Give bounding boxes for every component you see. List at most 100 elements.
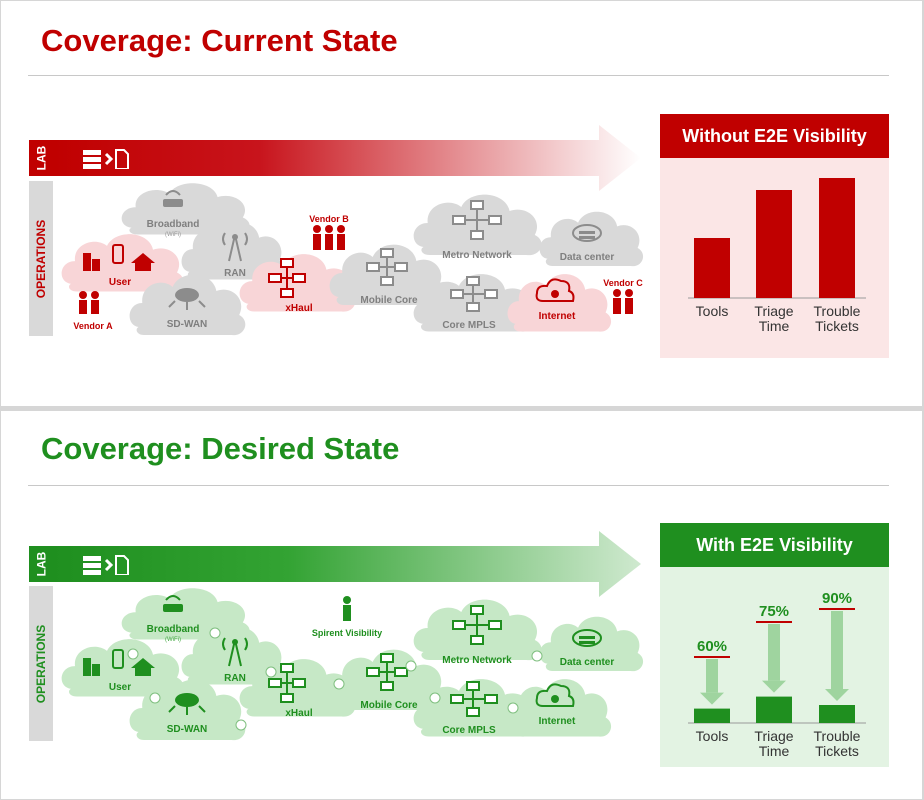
bar-label: Time (759, 743, 790, 759)
server-to-document-icon (83, 149, 129, 169)
svg-text:RAN: RAN (224, 268, 246, 279)
bar (756, 696, 792, 723)
svg-text:User: User (109, 682, 131, 693)
bar-label: Trouble (814, 303, 861, 319)
svg-text:Core MPLS: Core MPLS (442, 725, 496, 736)
cloud-server-icon (572, 629, 602, 647)
cloud-network-icon (168, 288, 206, 310)
operations-column (29, 181, 53, 336)
bar (819, 705, 855, 723)
operations-label: OPERATIONS (34, 624, 49, 703)
people-icon (79, 291, 99, 314)
svg-text:SD-WAN: SD-WAN (167, 319, 208, 330)
reduction-percent: 75% (759, 603, 789, 620)
svg-text:(WiFi): (WiFi) (165, 232, 181, 238)
cell-tower-icon (222, 637, 248, 667)
reduction-arrow (831, 611, 843, 689)
house-icon (131, 658, 155, 676)
people-icon (313, 225, 345, 250)
lab-label: LAB (34, 145, 49, 171)
desired-state-slide: Coverage: Desired State LAB OPERATIONS B… (1, 411, 922, 799)
bar (694, 238, 730, 298)
svg-text:(WiFi): (WiFi) (165, 637, 181, 643)
bar (694, 708, 730, 723)
svg-text:Metro Network: Metro Network (442, 655, 512, 666)
svg-text:User: User (109, 277, 131, 288)
internet-cloud (507, 274, 612, 332)
with-visibility-panel: With E2E Visibility (660, 523, 889, 767)
svg-text:Core MPLS: Core MPLS (442, 320, 496, 331)
server-to-document-icon (83, 555, 129, 575)
panel-title: With E2E Visibility (660, 523, 889, 567)
svg-text:Broadband: Broadband (147, 624, 200, 635)
phone-icon (112, 649, 124, 669)
page-title: Coverage: Desired State (41, 431, 400, 466)
network-nodes-icon (450, 276, 498, 312)
bar-label: Tickets (815, 743, 859, 759)
reduction-arrow (768, 624, 780, 681)
bar (819, 178, 855, 298)
svg-text:Data center: Data center (560, 657, 615, 668)
page-title: Coverage: Current State (41, 23, 398, 58)
svg-text:Vendor C: Vendor C (603, 278, 643, 288)
current-state-slide: Coverage: Current State LAB OPERATIONS B… (1, 1, 922, 406)
lab-label: LAB (34, 551, 49, 577)
svg-text:Vendor A: Vendor A (73, 321, 113, 331)
reduction-arrow-head (762, 680, 786, 693)
cloud-internet-icon (535, 683, 575, 707)
svg-text:Vendor B: Vendor B (309, 214, 349, 224)
svg-text:Mobile Core: Mobile Core (360, 295, 418, 306)
bar-label: Triage (754, 303, 793, 319)
svg-text:Metro Network: Metro Network (442, 250, 512, 261)
svg-text:Mobile Core: Mobile Core (360, 700, 418, 711)
network-nodes-icon (450, 681, 498, 717)
network-nodes-icon (452, 605, 502, 645)
svg-text:xHaul: xHaul (285, 303, 312, 314)
svg-text:Internet: Internet (539, 311, 576, 322)
probe-badge-icons (127, 627, 543, 731)
lab-arrow (29, 125, 641, 191)
bar-label: Time (759, 318, 790, 334)
svg-text:xHaul: xHaul (285, 708, 312, 719)
svg-text:Broadband: Broadband (147, 219, 200, 230)
people-icon (613, 289, 633, 314)
house-icon (131, 253, 155, 271)
reduction-percent: 90% (822, 590, 852, 607)
reduction-arrow-head (700, 692, 724, 705)
cloud-server-icon (572, 224, 602, 242)
internet-cloud (507, 679, 612, 737)
operations-label: OPERATIONS (34, 219, 49, 298)
bar-label: Triage (754, 728, 793, 744)
reduction-arrow-head (825, 689, 849, 701)
phone-icon (112, 244, 124, 264)
bar-label: Tools (696, 728, 729, 744)
cloud-internet-icon (535, 278, 575, 302)
svg-text:Spirent Visibility: Spirent Visibility (312, 628, 382, 638)
network-clouds: Broadband (WiFi) RAN User SD-WAN xHaul M… (61, 588, 644, 741)
bar (756, 190, 792, 298)
person-icon (343, 596, 351, 621)
router-icon (163, 595, 183, 612)
lab-arrow (29, 531, 641, 597)
bar-label: Trouble (814, 728, 861, 744)
network-nodes-icon (452, 200, 502, 240)
svg-text:Internet: Internet (539, 716, 576, 727)
panel-title: Without E2E Visibility (660, 114, 889, 158)
network-nodes-icon (268, 663, 306, 703)
cloud-network-icon (168, 693, 206, 715)
router-icon (163, 190, 183, 207)
operations-column (29, 586, 53, 741)
bar-label: Tickets (815, 318, 859, 334)
reduction-percent: 60% (697, 638, 727, 655)
building-icon (83, 658, 100, 676)
bar-label: Tools (696, 303, 729, 319)
network-nodes-icon (268, 258, 306, 298)
building-icon (83, 253, 100, 271)
svg-text:RAN: RAN (224, 673, 246, 684)
reduction-arrow (706, 659, 718, 693)
title-divider (28, 485, 889, 486)
network-nodes-icon (366, 653, 408, 691)
svg-text:SD-WAN: SD-WAN (167, 724, 208, 735)
